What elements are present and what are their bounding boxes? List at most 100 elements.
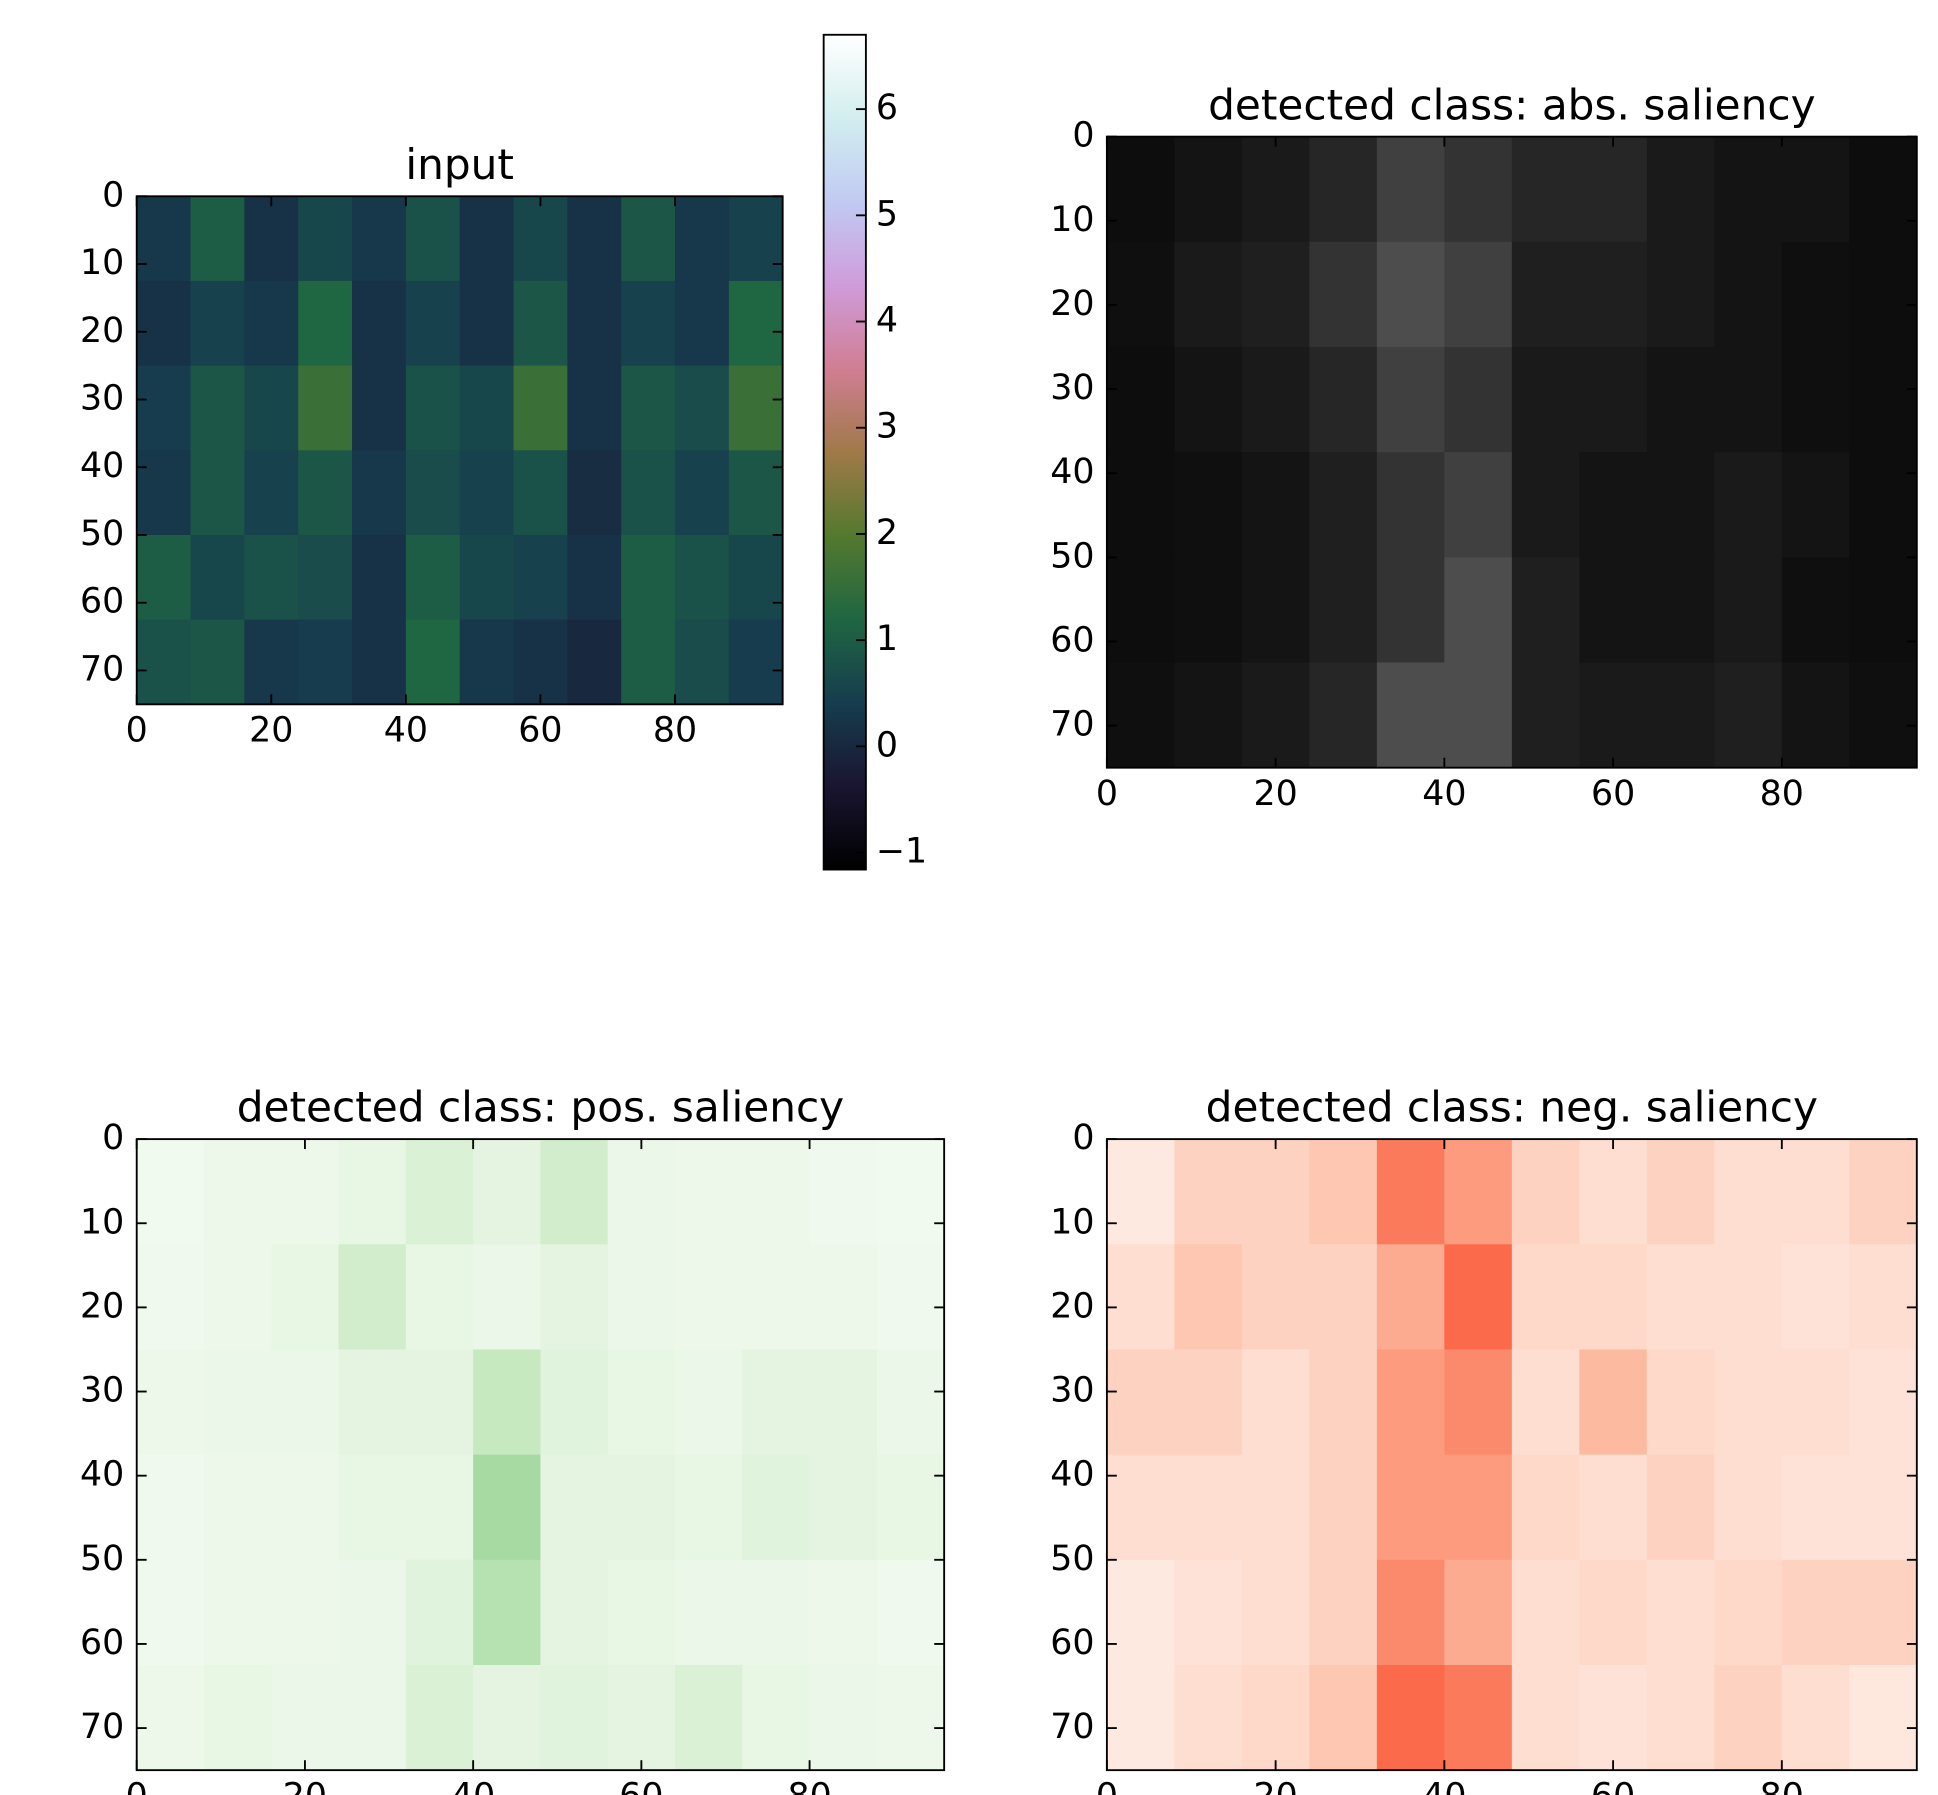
heatmap-cell: [1714, 1664, 1783, 1771]
heatmap-cell: [728, 534, 784, 621]
heatmap-cell: [1579, 1139, 1648, 1245]
heatmap-cell: [405, 1559, 474, 1666]
heatmap-cell: [742, 1139, 811, 1245]
heatmap-cell: [1849, 1139, 1918, 1245]
heatmap-cell: [1849, 241, 1918, 348]
heatmap-cell: [1106, 136, 1176, 243]
heatmap-cell: [1241, 1244, 1310, 1351]
heatmap-cell: [1106, 1349, 1176, 1456]
heatmap-cell: [1511, 1244, 1580, 1351]
x-tick-label: 80: [653, 711, 697, 751]
heatmap-cell: [1646, 1349, 1715, 1456]
heatmap-cell: [1579, 1454, 1648, 1561]
heatmap-cell: [876, 1139, 945, 1245]
heatmap-cell: [1309, 136, 1378, 243]
heatmap-cell: [298, 619, 353, 705]
y-tick-label: 0: [102, 175, 124, 215]
heatmap-cell: [809, 1559, 878, 1666]
heatmap-cell: [338, 1139, 407, 1245]
y-tick-label: 20: [80, 1286, 124, 1326]
heatmap-cell: [1241, 557, 1310, 664]
y-tick-label: 50: [1050, 536, 1094, 576]
heatmap-cell: [1174, 1559, 1243, 1666]
colorbar-tick-label: 5: [876, 194, 898, 234]
heatmap-cell: [540, 1559, 609, 1666]
heatmap-cell: [1106, 1454, 1176, 1561]
heatmap-cell: [1309, 452, 1378, 558]
heatmap-cell: [1646, 241, 1715, 348]
heatmap-cell: [540, 1139, 609, 1245]
heatmap-cell: [809, 1139, 878, 1245]
heatmap-cell: [513, 534, 568, 621]
heatmap-cell: [1714, 136, 1783, 243]
heatmap-cell: [1444, 1664, 1513, 1771]
heatmap-cell: [1241, 346, 1310, 453]
heatmap-cell: [298, 450, 353, 536]
heatmap-cell: [675, 1244, 743, 1351]
y-tick-label: 10: [80, 1202, 124, 1242]
heatmap-cell: [1241, 1139, 1310, 1245]
heatmap-cell: [1106, 1559, 1176, 1666]
heatmap-cell: [473, 1349, 542, 1456]
colorbar-tick-label: 4: [876, 301, 898, 341]
heatmap-cell: [338, 1349, 407, 1456]
y-tick-label: 60: [1050, 1623, 1094, 1663]
heatmap-cell: [513, 450, 568, 536]
heatmap-cell: [271, 1139, 340, 1245]
heatmap-cell: [338, 1454, 407, 1561]
y-tick-label: 30: [1050, 1371, 1094, 1411]
plot-frame: [135, 195, 784, 706]
heatmap-cell: [204, 1454, 272, 1561]
heatmap-cell: [204, 1244, 272, 1351]
heatmap-cell: [204, 1664, 272, 1771]
x-tick-label: 0: [1096, 1776, 1118, 1795]
heatmap-cell: [1849, 1454, 1918, 1561]
heatmap-cell: [513, 280, 568, 367]
heatmap-cell: [1714, 1139, 1783, 1245]
x-tick-label: 60: [619, 1776, 663, 1795]
heatmap-cell: [1376, 557, 1445, 664]
y-tick-label: 20: [1050, 1286, 1094, 1326]
heatmap-cell: [876, 1664, 945, 1771]
heatmap-cell: [607, 1664, 676, 1771]
heatmap-cell: [1241, 1559, 1310, 1666]
heatmap-cell: [513, 365, 568, 451]
heatmap-cell: [1376, 241, 1445, 348]
heatmap-cell: [1444, 557, 1513, 664]
heatmap-cell: [1849, 1664, 1918, 1771]
heatmap-cell: [876, 1244, 945, 1351]
x-tick-label: 20: [249, 711, 293, 751]
heatmap-cell: [459, 365, 515, 451]
x-tick-label: 40: [384, 711, 428, 751]
colorbar-tick-label: −1: [876, 832, 927, 872]
heatmap-cell: [271, 1559, 340, 1666]
y-tick-label: 60: [80, 582, 124, 622]
heatmap-cell: [540, 1244, 609, 1351]
heatmap-cell: [1444, 1559, 1513, 1666]
heatmap-cell: [459, 196, 515, 282]
heatmap-cell: [136, 196, 192, 282]
heatmap-cell: [675, 1454, 743, 1561]
heatmap-cell: [1511, 1664, 1580, 1771]
heatmap-cell: [1781, 1454, 1850, 1561]
heatmap-cell: [1376, 1454, 1445, 1561]
heatmap-cell: [1241, 452, 1310, 558]
heatmap-cell: [1241, 241, 1310, 348]
heatmap-cell: [607, 1559, 676, 1666]
heatmap-cell: [1511, 1139, 1580, 1245]
heatmap-cell: [675, 534, 730, 621]
heatmap-cell: [1309, 1664, 1378, 1771]
heatmap-cell: [405, 1454, 474, 1561]
plot-frame: [1105, 1138, 1918, 1772]
y-tick-label: 50: [80, 1539, 124, 1579]
heatmap-cell: [1309, 1349, 1378, 1456]
heatmap-cell: [1646, 1664, 1715, 1771]
heatmap-cell: [809, 1244, 878, 1351]
heatmap-cell: [728, 619, 784, 705]
heatmap-cell: [136, 1244, 205, 1351]
heatmap-cell: [1579, 136, 1648, 243]
heatmap-cell: [809, 1349, 878, 1456]
heatmap-cell: [1646, 1454, 1715, 1561]
y-tick-label: 60: [1050, 620, 1094, 660]
heatmap-cell: [136, 534, 192, 621]
